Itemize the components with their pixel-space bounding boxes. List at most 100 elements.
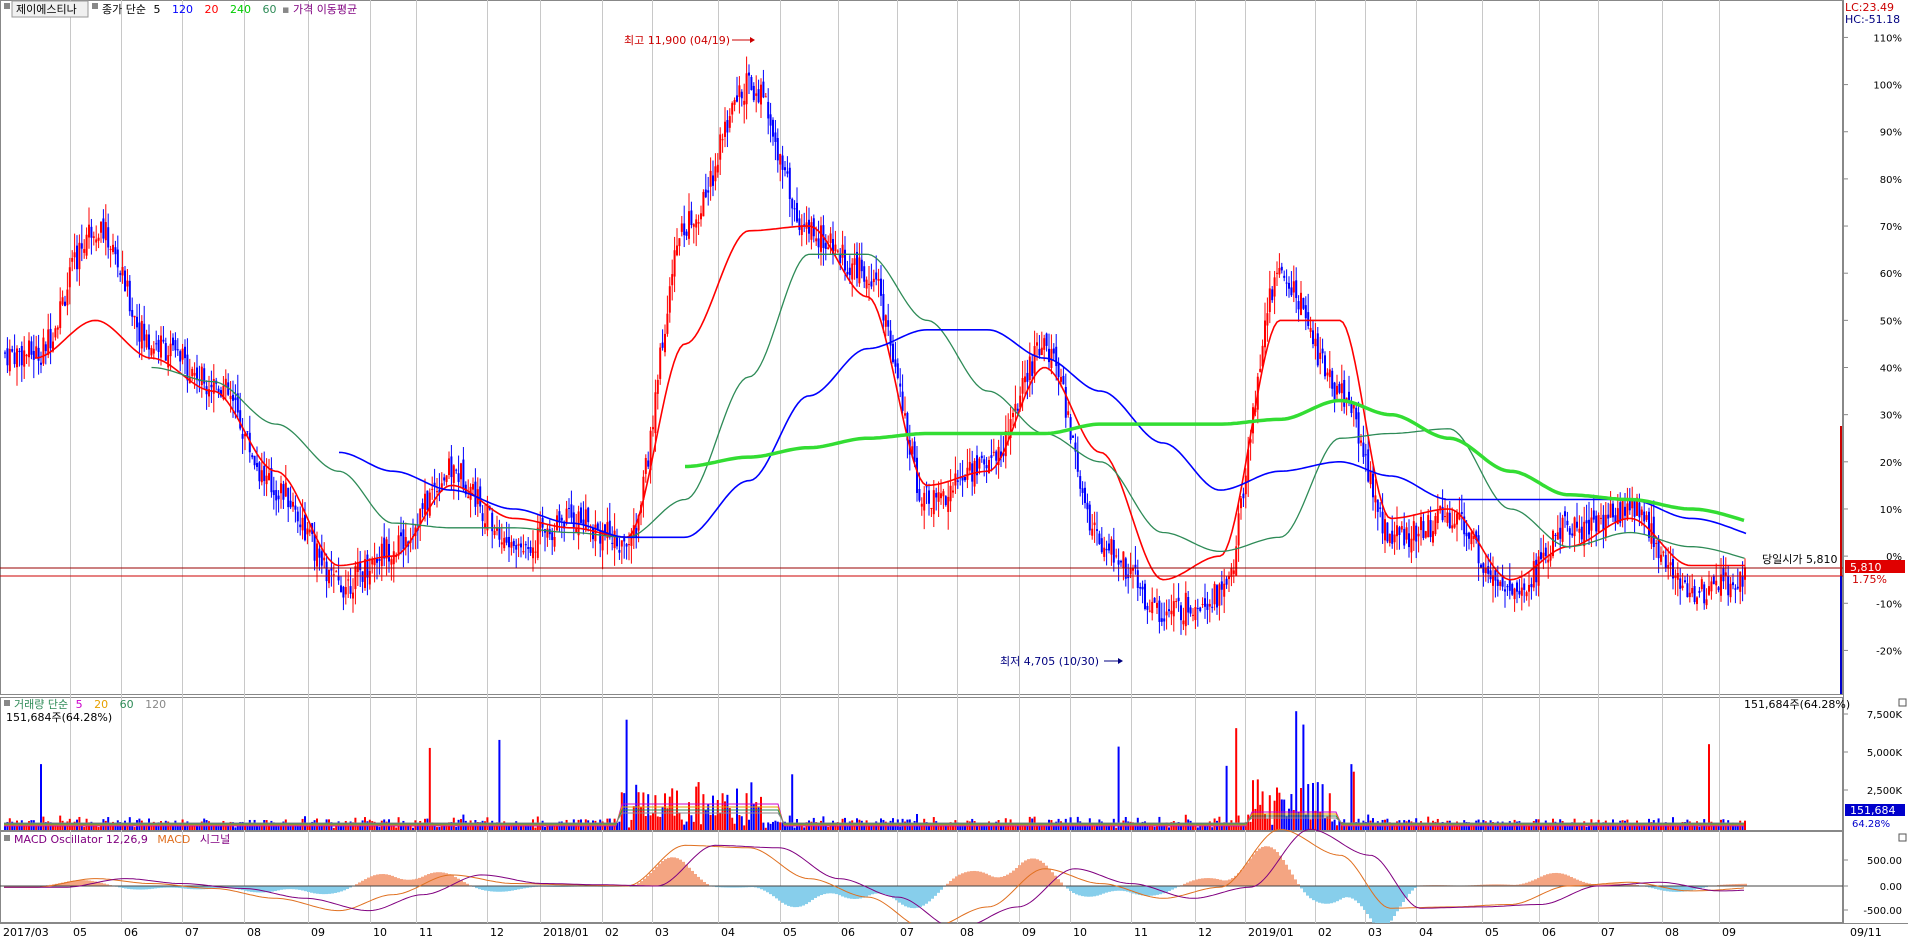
- volume-bar: [1374, 825, 1377, 830]
- stock-name-box[interactable]: [11, 0, 89, 18]
- candle-body: [1636, 497, 1638, 516]
- macd-collapse-btn[interactable]: [1898, 833, 1907, 842]
- candle-body: [1194, 606, 1197, 621]
- candle-body: [570, 504, 573, 518]
- candle-body: [234, 397, 237, 401]
- candle-body: [1290, 287, 1293, 296]
- candle-body: [1703, 584, 1706, 604]
- volume-bar: [863, 823, 866, 830]
- macd-hist-bar: [274, 886, 277, 892]
- candle-body: [1547, 559, 1550, 563]
- candle-body: [287, 487, 290, 508]
- volume-bar: [683, 824, 686, 830]
- candle-body: [1516, 582, 1518, 592]
- candle-body: [1456, 513, 1458, 525]
- volume-bar: [671, 788, 674, 830]
- macd-hist-bar: [946, 883, 949, 886]
- macd-hist-bar: [160, 886, 163, 888]
- price-box: [1845, 560, 1905, 573]
- candle-body: [952, 490, 954, 493]
- candle-body: [642, 476, 645, 500]
- candle-body: [827, 247, 830, 250]
- macd-hist-bar: [1003, 875, 1006, 886]
- candle-body: [1264, 320, 1266, 348]
- macd-hist-bar: [151, 886, 154, 889]
- volume-bar: [1367, 814, 1370, 830]
- macd-hist-bar: [1519, 884, 1522, 886]
- volume-bar: [1266, 818, 1269, 830]
- candle-body: [54, 328, 57, 338]
- candlesticks: [4, 56, 1746, 636]
- volume-collapse-btn[interactable]: [1898, 698, 1907, 707]
- macd-hist-bar: [643, 878, 646, 886]
- volume-bar: [1295, 711, 1298, 830]
- candle-body: [1436, 510, 1439, 524]
- volume-bar: [1729, 823, 1732, 830]
- macd-legend: MACD Oscillator 12,26,9 MACD 시그널: [4, 833, 230, 846]
- candle-body: [445, 475, 448, 483]
- volume-bar: [462, 814, 465, 830]
- volume-bar: [1117, 746, 1120, 830]
- macd-hist-bar: [514, 886, 517, 890]
- candle-body: [1732, 582, 1734, 586]
- candle-body: [352, 592, 354, 599]
- candle-body: [1043, 338, 1046, 350]
- volume-bar: [1072, 824, 1074, 830]
- candle-body: [704, 189, 707, 198]
- candle-body: [404, 537, 407, 547]
- macd-hist-bar: [1246, 862, 1249, 886]
- candle-body: [928, 490, 930, 504]
- candle-body: [1036, 342, 1038, 346]
- volume-bar: [488, 824, 491, 830]
- candle-body: [520, 543, 522, 548]
- candle-body: [882, 294, 885, 321]
- candle-body: [1192, 614, 1194, 616]
- macd-hist-bar: [1345, 886, 1348, 898]
- x-label: 06: [124, 926, 138, 939]
- macd-hist-bar: [1249, 858, 1252, 886]
- macd-hist-bar: [1210, 878, 1213, 886]
- candle-body: [277, 495, 280, 500]
- macd-hist-bar: [1291, 874, 1294, 886]
- volume-bar: [1232, 825, 1235, 830]
- volume-bar: [666, 808, 669, 830]
- macd-hist-bar: [1636, 884, 1639, 886]
- macd-hist-bar: [262, 886, 265, 893]
- candle-body: [392, 551, 395, 565]
- macd-hist-bar: [1606, 883, 1609, 886]
- macd-hist-bar: [706, 883, 709, 886]
- macd-hist-bar: [1012, 870, 1015, 886]
- macd-hist-bar: [1084, 886, 1087, 897]
- volume-bar: [1417, 825, 1420, 830]
- candle-body: [1422, 521, 1425, 539]
- volume-bar: [1528, 823, 1530, 830]
- volume-bar: [685, 821, 688, 830]
- macd-hist-bar: [1663, 886, 1666, 891]
- macd-hist-bar: [793, 886, 796, 908]
- candle-body: [1715, 580, 1718, 586]
- candle-body: [1141, 586, 1144, 590]
- volume-bar: [227, 824, 230, 830]
- macd-hist-bar: [1294, 879, 1297, 886]
- macd-hist-bar: [1114, 886, 1117, 891]
- x-label: 09/11: [1850, 926, 1882, 939]
- candle-body: [587, 507, 590, 523]
- candle-body: [1120, 560, 1122, 563]
- candle-body: [1062, 375, 1065, 385]
- candle-body: [532, 547, 534, 559]
- candle-body: [817, 238, 820, 248]
- candle-body: [116, 249, 119, 268]
- candle-body: [164, 343, 167, 361]
- candle-body: [52, 341, 54, 352]
- macd-hist-bar: [1354, 886, 1357, 901]
- macd-hist-bar: [1126, 886, 1129, 892]
- macd-hist-bar: [961, 873, 964, 886]
- candle-body: [220, 390, 222, 397]
- candle-body: [596, 523, 599, 530]
- svg-text:MACD Oscillator 12,26,9: MACD Oscillator 12,26,9 MACD 시그널: [14, 833, 230, 846]
- volume-ma-line: [4, 809, 1744, 825]
- volume-bar: [781, 822, 784, 830]
- macd-hist-bar: [184, 886, 187, 889]
- volume-bar: [911, 825, 914, 830]
- volume-bar: [1268, 795, 1271, 830]
